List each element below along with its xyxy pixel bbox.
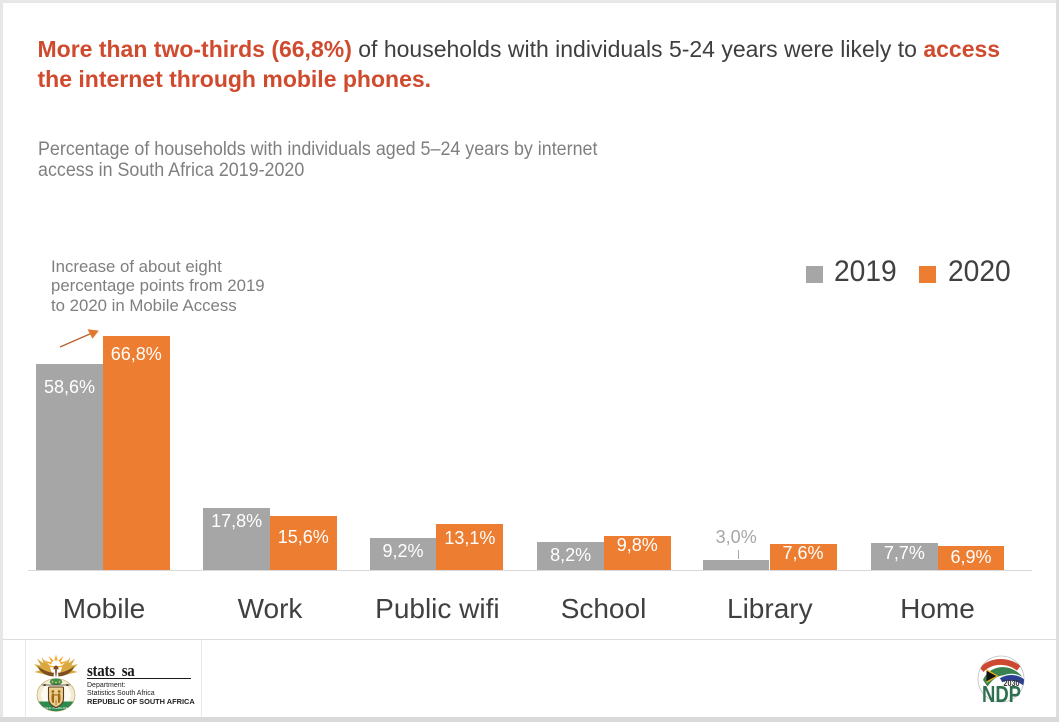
svg-text:NDP: NDP [982,681,1021,705]
svg-text:2030: 2030 [1004,679,1020,688]
